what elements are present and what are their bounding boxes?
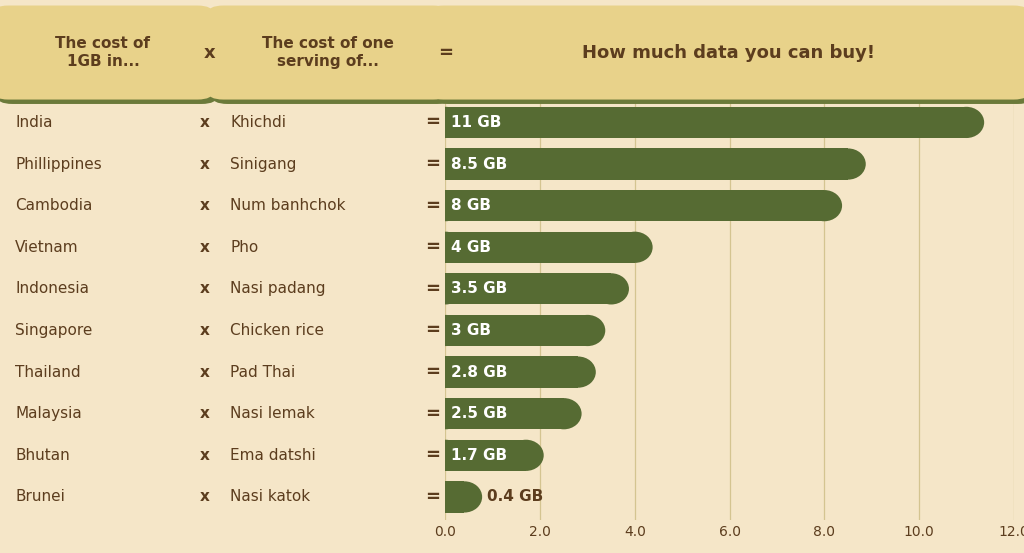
Text: 11 GB: 11 GB bbox=[452, 115, 502, 130]
Circle shape bbox=[560, 357, 596, 388]
Bar bbox=[445, 148, 848, 180]
Text: x: x bbox=[200, 198, 210, 213]
Text: Pad Thai: Pad Thai bbox=[230, 364, 296, 379]
Text: Brunei: Brunei bbox=[15, 489, 66, 504]
Text: x: x bbox=[200, 281, 210, 296]
Text: 8.5 GB: 8.5 GB bbox=[452, 156, 507, 171]
Text: =: = bbox=[425, 321, 439, 340]
Circle shape bbox=[830, 148, 865, 180]
Circle shape bbox=[428, 315, 463, 346]
Text: =: = bbox=[425, 405, 439, 422]
Text: x: x bbox=[200, 489, 210, 504]
Text: Thailand: Thailand bbox=[15, 364, 81, 379]
Text: Chicken rice: Chicken rice bbox=[230, 323, 325, 338]
Circle shape bbox=[807, 190, 842, 221]
Text: =: = bbox=[425, 113, 439, 132]
Text: x: x bbox=[200, 364, 210, 379]
Text: The cost of one
serving of...: The cost of one serving of... bbox=[262, 36, 394, 69]
Bar bbox=[445, 440, 526, 471]
Circle shape bbox=[428, 107, 463, 138]
Text: x: x bbox=[200, 240, 210, 255]
Text: 8 GB: 8 GB bbox=[452, 198, 492, 213]
Text: =: = bbox=[425, 197, 439, 215]
Text: =: = bbox=[425, 155, 439, 173]
Text: 1.7 GB: 1.7 GB bbox=[452, 448, 507, 463]
Text: =: = bbox=[425, 446, 439, 465]
Text: 2.5 GB: 2.5 GB bbox=[452, 406, 508, 421]
FancyBboxPatch shape bbox=[432, 10, 1024, 104]
Bar bbox=[445, 357, 578, 388]
Text: =: = bbox=[425, 488, 439, 506]
Circle shape bbox=[428, 357, 463, 388]
Text: Sinigang: Sinigang bbox=[230, 156, 297, 171]
Circle shape bbox=[428, 190, 463, 221]
Circle shape bbox=[428, 440, 463, 471]
Text: Nasi padang: Nasi padang bbox=[230, 281, 326, 296]
Text: =: = bbox=[425, 363, 439, 381]
Text: How much data you can buy!: How much data you can buy! bbox=[582, 44, 876, 61]
Circle shape bbox=[569, 315, 605, 346]
Text: 3.5 GB: 3.5 GB bbox=[452, 281, 507, 296]
Text: Nasi lemak: Nasi lemak bbox=[230, 406, 315, 421]
Text: India: India bbox=[15, 115, 53, 130]
Text: Nasi katok: Nasi katok bbox=[230, 489, 310, 504]
Bar bbox=[445, 107, 967, 138]
Text: Malaysia: Malaysia bbox=[15, 406, 82, 421]
Circle shape bbox=[428, 232, 463, 263]
Circle shape bbox=[428, 273, 463, 305]
Circle shape bbox=[617, 232, 652, 263]
Text: =: = bbox=[438, 44, 453, 61]
Text: Cambodia: Cambodia bbox=[15, 198, 93, 213]
Text: The cost of
1GB in...: The cost of 1GB in... bbox=[55, 36, 151, 69]
Text: 3 GB: 3 GB bbox=[452, 323, 492, 338]
Text: Num banhchok: Num banhchok bbox=[230, 198, 346, 213]
Circle shape bbox=[428, 481, 463, 513]
FancyBboxPatch shape bbox=[0, 10, 217, 104]
Circle shape bbox=[508, 440, 544, 471]
Circle shape bbox=[594, 273, 629, 305]
Bar bbox=[445, 273, 611, 305]
Bar bbox=[445, 481, 465, 513]
Circle shape bbox=[428, 398, 463, 429]
FancyBboxPatch shape bbox=[428, 6, 1024, 100]
Text: x: x bbox=[200, 323, 210, 338]
Text: x: x bbox=[204, 44, 216, 61]
Text: Phillippines: Phillippines bbox=[15, 156, 102, 171]
Circle shape bbox=[546, 398, 582, 429]
Text: 2.8 GB: 2.8 GB bbox=[452, 364, 508, 379]
Bar bbox=[445, 398, 564, 429]
FancyBboxPatch shape bbox=[208, 6, 449, 100]
Text: =: = bbox=[425, 280, 439, 298]
Text: x: x bbox=[200, 406, 210, 421]
Bar bbox=[445, 232, 635, 263]
FancyBboxPatch shape bbox=[212, 10, 453, 104]
Text: Pho: Pho bbox=[230, 240, 259, 255]
Text: Bhutan: Bhutan bbox=[15, 448, 70, 463]
Text: x: x bbox=[200, 448, 210, 463]
Circle shape bbox=[446, 481, 482, 513]
Bar bbox=[445, 190, 824, 221]
Circle shape bbox=[948, 107, 984, 138]
Text: x: x bbox=[200, 156, 210, 171]
Text: Ema datshi: Ema datshi bbox=[230, 448, 316, 463]
Text: =: = bbox=[425, 238, 439, 256]
Text: 0.4 GB: 0.4 GB bbox=[486, 489, 543, 504]
Circle shape bbox=[428, 148, 463, 180]
Text: 4 GB: 4 GB bbox=[452, 240, 492, 255]
Text: Khichdi: Khichdi bbox=[230, 115, 287, 130]
Bar bbox=[445, 315, 588, 346]
Text: Indonesia: Indonesia bbox=[15, 281, 89, 296]
FancyBboxPatch shape bbox=[0, 6, 213, 100]
Text: x: x bbox=[200, 115, 210, 130]
Text: Vietnam: Vietnam bbox=[15, 240, 79, 255]
Text: Singapore: Singapore bbox=[15, 323, 93, 338]
